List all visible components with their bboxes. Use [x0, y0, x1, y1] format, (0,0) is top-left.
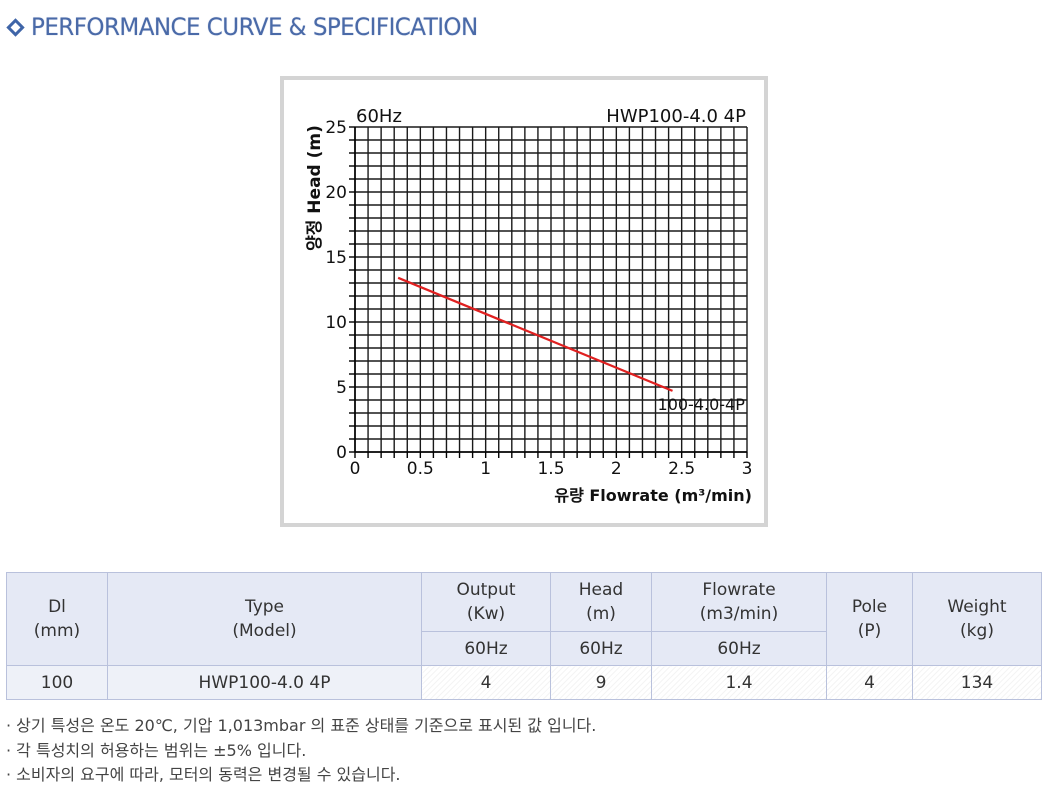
- section-title-text: PERFORMANCE CURVE & SPECIFICATION: [31, 13, 478, 41]
- cell-weight: 134: [912, 665, 1042, 700]
- header-dl: Dl (mm): [6, 572, 108, 666]
- section-title: PERFORMANCE CURVE & SPECIFICATION: [6, 12, 496, 42]
- y-tick-label: 10: [325, 313, 347, 333]
- x-tick-label: 2.5: [668, 459, 695, 479]
- header-head: Head (m): [550, 572, 652, 632]
- cell-output: 4: [421, 665, 551, 700]
- cell-model: HWP100-4.0 4P: [107, 665, 422, 700]
- cell-head: 9: [550, 665, 652, 700]
- y-axis-label: 양정 Head (m): [305, 125, 325, 251]
- cell-dl: 100: [6, 665, 108, 700]
- header-head-hz: 60Hz: [550, 631, 652, 666]
- note-line: · 소비자의 요구에 따라, 모터의 동력은 변경될 수 있습니다.: [6, 765, 401, 784]
- chart-series: 100-4.0-4P: [397, 276, 746, 414]
- header-pole: Pole (P): [826, 572, 913, 666]
- x-tick-label: 2: [611, 459, 622, 479]
- frequency-label: 60Hz: [356, 106, 402, 127]
- header-type: Type (Model): [107, 572, 422, 666]
- performance-chart: 0 5 10 15 20 25 0 0.5 1 1.5 2 2.5 3 100-4.0-4P 60Hz …: [280, 76, 768, 527]
- header-flowrate: Flowrate (m3/min): [651, 572, 827, 632]
- x-tick-label: 3: [742, 459, 753, 479]
- chart-ticks: 0 5 10 15 20 25 0 0.5 1 1.5 2 2.5 3: [325, 118, 752, 479]
- y-tick-label: 20: [325, 183, 347, 203]
- header-flowrate-hz: 60Hz: [651, 631, 827, 666]
- x-tick-label: 0.5: [407, 459, 434, 479]
- y-tick-label: 5: [336, 378, 347, 398]
- y-tick-label: 0: [336, 443, 347, 463]
- y-tick-label: 25: [325, 118, 347, 138]
- specification-table: Dl (mm) Type (Model) Output (Kw) Head (m…: [6, 572, 1042, 700]
- header-output-hz: 60Hz: [421, 631, 551, 666]
- header-weight: Weight (kg): [912, 572, 1042, 666]
- x-tick-label: 1: [480, 459, 491, 479]
- header-output: Output (Kw): [421, 572, 551, 632]
- table-row: 100 HWP100-4.0 4P 4 9 1.4 4 134: [6, 665, 1042, 700]
- chart-grid: [354, 126, 748, 453]
- x-tick-label: 1.5: [537, 459, 564, 479]
- series-line: [397, 276, 673, 392]
- x-tick-label: 0: [350, 459, 361, 479]
- series-label: 100-4.0-4P: [658, 395, 746, 414]
- note-line: · 각 특성치의 허용하는 범위는 ±5% 입니다.: [6, 740, 307, 760]
- x-axis-label: 유량 Flowrate (m³/min): [554, 486, 752, 505]
- cell-pole: 4: [826, 665, 913, 700]
- notes: · 상기 특성은 온도 20℃, 기압 1,013mbar 의 표준 상태를 기…: [6, 714, 596, 788]
- model-label: HWP100-4.0 4P: [606, 106, 746, 127]
- y-tick-label: 15: [325, 248, 347, 268]
- diamond-bullet-icon: [6, 17, 25, 37]
- cell-flowrate: 1.4: [651, 665, 827, 700]
- chart-axes: [349, 126, 748, 458]
- note-line: · 상기 특성은 온도 20℃, 기압 1,013mbar 의 표준 상태를 기…: [6, 716, 597, 735]
